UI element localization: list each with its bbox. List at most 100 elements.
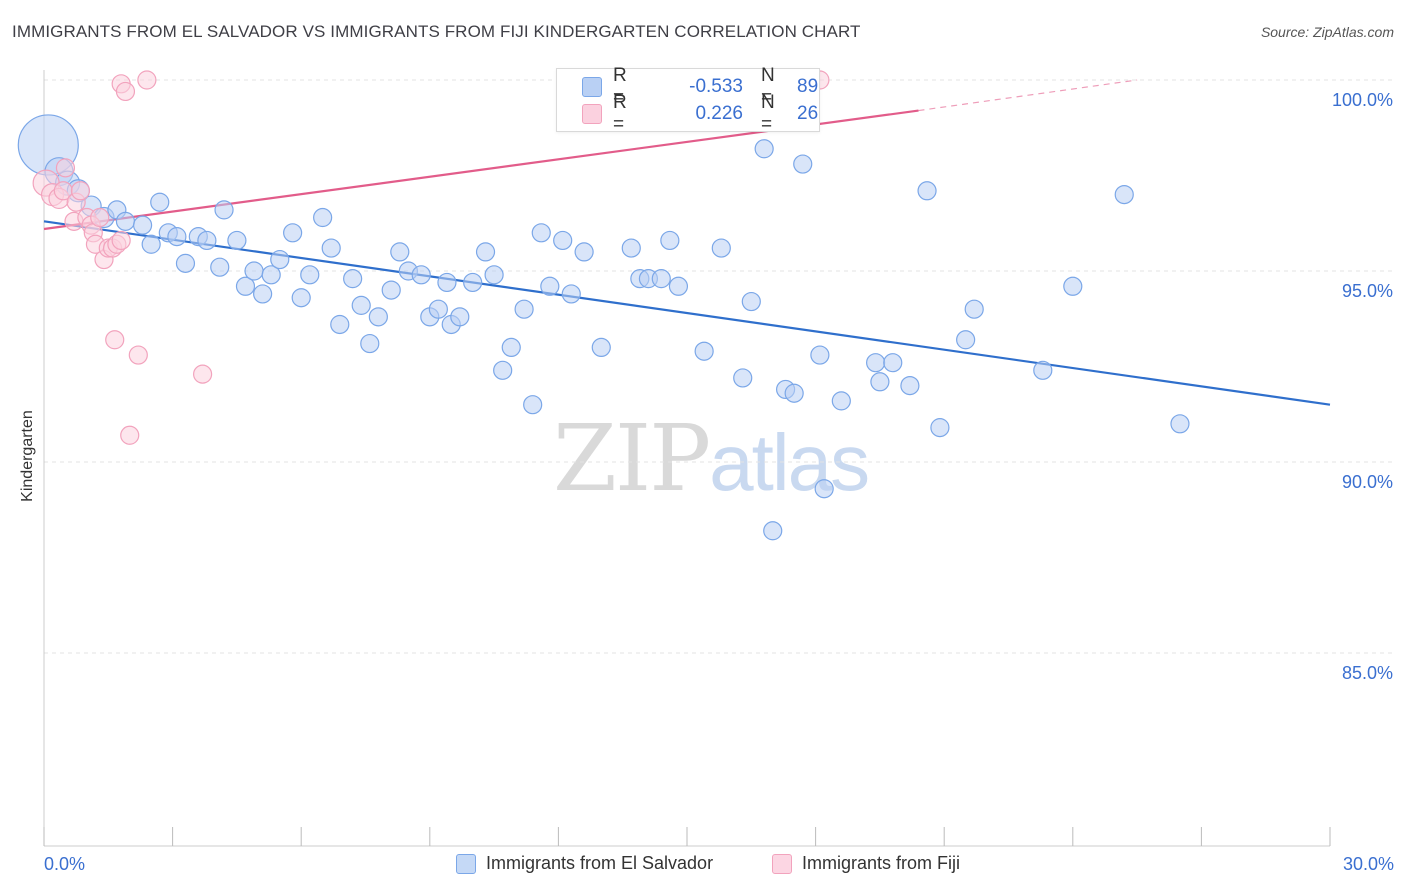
- el-salvador-point: [493, 360, 513, 380]
- el-salvador-point: [141, 234, 161, 254]
- el-salvador-point: [475, 242, 496, 262]
- el-salvador-point: [351, 295, 371, 315]
- stats-swatch-fiji: [582, 104, 602, 124]
- y-tick-label: 95.0%: [1342, 281, 1393, 301]
- fiji-point: [90, 207, 110, 228]
- el-salvador-point: [1114, 185, 1134, 205]
- legend-item-el-salvador[interactable]: Immigrants from El Salvador: [456, 853, 713, 874]
- el-salvador-point: [1063, 276, 1083, 296]
- el-salvador-point: [668, 276, 689, 296]
- axes: [43, 70, 1331, 847]
- el-salvador-point: [115, 211, 136, 231]
- fiji-point: [193, 364, 213, 384]
- el-salvador-point: [360, 333, 380, 354]
- el-salvador-point: [437, 272, 457, 293]
- el-salvador-point: [291, 288, 311, 308]
- y-tick-label: 100.0%: [1332, 90, 1393, 110]
- el-salvador-point: [621, 238, 641, 258]
- el-salvador-point: [227, 230, 247, 251]
- el-salvador-point: [484, 265, 504, 285]
- n-value: 89: [797, 76, 819, 97]
- el-salvador-point: [900, 376, 920, 396]
- el-salvador-point: [381, 280, 401, 300]
- fiji-point: [105, 330, 125, 350]
- el-salvador-point: [283, 223, 303, 243]
- x-tick-label: 0.0%: [44, 854, 85, 874]
- el-salvador-point: [450, 307, 470, 327]
- source-label: Source: ZipAtlas.com: [1260, 24, 1394, 40]
- fiji-point: [120, 425, 140, 445]
- el-salvador-point: [1033, 360, 1053, 380]
- el-salvador-point: [501, 337, 521, 357]
- el-salvador-point: [523, 395, 543, 415]
- legend-swatch-fiji: [772, 853, 792, 874]
- y-tick-label: 85.0%: [1342, 663, 1393, 683]
- legend-item-fiji[interactable]: Immigrants from Fiji: [772, 853, 960, 874]
- n-label: N =: [761, 92, 775, 135]
- n-value: 26: [797, 103, 819, 124]
- el-salvador-point: [463, 272, 483, 293]
- el-salvador-point: [810, 345, 830, 365]
- stats-box: R = -0.533 N = 89 R = 0.226 N = 26: [556, 65, 820, 135]
- el-salvador-point: [754, 139, 774, 159]
- fiji-point: [128, 345, 148, 365]
- el-salvador-point: [261, 265, 281, 285]
- el-salvador-point: [300, 265, 320, 285]
- el-salvador-point: [917, 181, 937, 201]
- y-tick-label: 90.0%: [1342, 472, 1393, 492]
- el-salvador-point: [711, 238, 731, 258]
- el-salvador-point: [956, 330, 976, 350]
- legend-swatch-el-salvador: [456, 853, 476, 874]
- el-salvador-point: [132, 215, 153, 235]
- el-salvador-point: [964, 299, 984, 319]
- el-salvador-point: [574, 242, 594, 262]
- x-tick-label: 30.0%: [1343, 854, 1394, 874]
- fiji-point: [70, 181, 91, 201]
- fiji-point: [55, 158, 76, 178]
- el-salvador-point: [763, 521, 783, 541]
- el-salvador-point: [150, 192, 170, 212]
- el-salvador-point: [428, 299, 448, 319]
- el-salvador-point: [321, 238, 341, 258]
- n-label: N =: [761, 65, 775, 108]
- fiji-trend-extension: [918, 79, 1138, 112]
- grid-lines: [44, 79, 1392, 654]
- el-salvador-point: [540, 276, 560, 296]
- legend-label: Immigrants from El Salvador: [486, 853, 714, 873]
- el-salvador-point: [553, 230, 573, 251]
- el-salvador-point: [831, 391, 851, 411]
- el-salvador-point: [214, 200, 234, 220]
- el-salvador-point: [1170, 414, 1190, 434]
- el-salvador-point: [741, 291, 761, 312]
- el-salvador-point: [313, 207, 333, 228]
- fiji-point: [115, 81, 136, 102]
- el-salvador-point: [870, 372, 890, 392]
- stats-swatch-el-salvador: [582, 77, 602, 97]
- el-salvador-point: [368, 307, 388, 327]
- el-salvador-point: [883, 353, 903, 373]
- el-salvador-point: [197, 230, 217, 251]
- el-salvador-point: [343, 269, 363, 289]
- tick-labels: 85.0% 90.0% 95.0% 100.0% 0.0% 30.0%: [44, 90, 1394, 874]
- el-salvador-point: [514, 299, 534, 319]
- chart-title: IMMIGRANTS FROM EL SALVADOR VS IMMIGRANT…: [12, 22, 861, 41]
- fiji-point: [137, 70, 157, 90]
- el-salvador-point: [167, 227, 187, 247]
- el-salvador-point: [411, 265, 431, 285]
- r-label: R =: [613, 92, 627, 135]
- el-salvador-trend-line: [43, 220, 1331, 406]
- r-value: -0.533: [689, 76, 743, 97]
- data-points: [17, 70, 1190, 541]
- r-value: 0.226: [695, 103, 743, 124]
- el-salvador-point: [175, 253, 196, 273]
- watermark: ZIPatlas: [553, 405, 870, 512]
- r-label: R =: [613, 65, 627, 108]
- el-salvador-point: [270, 249, 290, 270]
- el-salvador-point: [591, 337, 611, 357]
- el-salvador-point: [531, 223, 551, 243]
- watermark-zip: ZIP: [553, 405, 711, 512]
- el-salvador-point: [694, 341, 714, 361]
- el-salvador-point: [660, 230, 680, 251]
- el-salvador-point: [235, 276, 256, 296]
